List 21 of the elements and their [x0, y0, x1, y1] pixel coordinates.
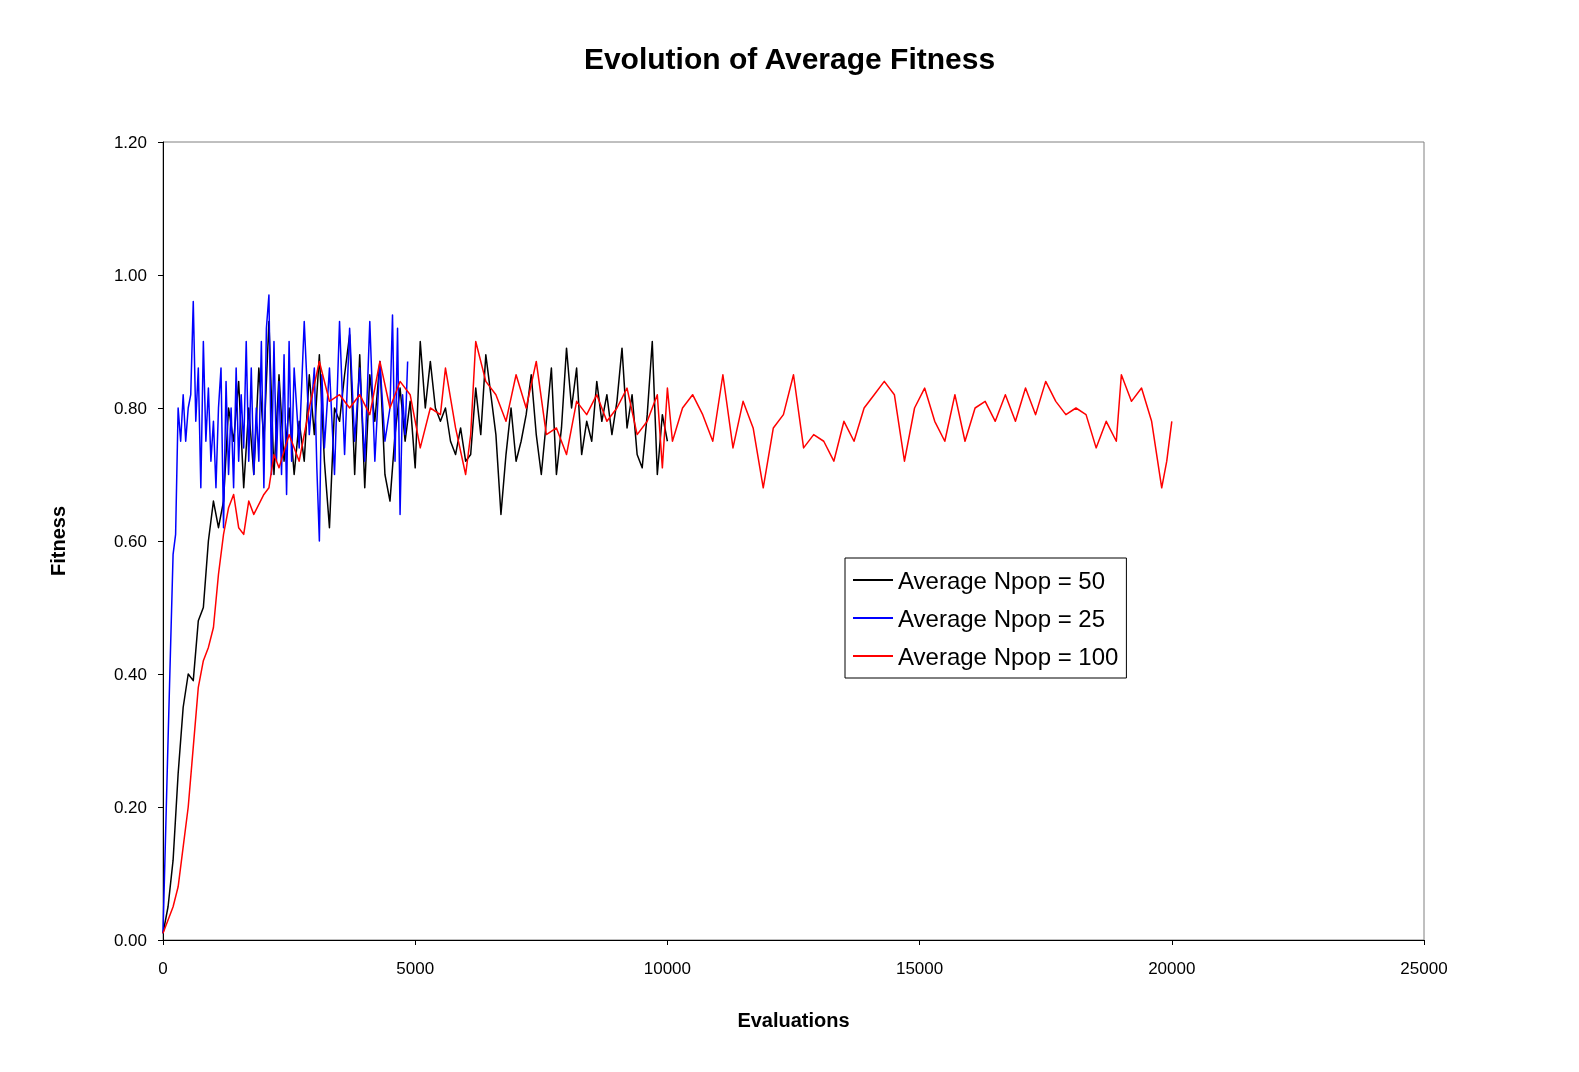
x-axis-title: Evaluations	[737, 1009, 850, 1031]
y-tick-label: 1.00	[113, 265, 147, 285]
x-tick-label: 5000	[396, 959, 435, 978]
legend-label: Average Npop = 50	[898, 566, 1106, 594]
line-series	[162, 340, 1173, 935]
x-tick-label: 15000	[895, 959, 944, 978]
y-tick-label: 0.00	[113, 930, 147, 950]
y-tick-label: 1.20	[113, 132, 147, 152]
legend-label: Average Npop = 25	[898, 604, 1106, 632]
x-tick-label: 10000	[643, 959, 692, 978]
y-tick-label: 0.20	[113, 797, 147, 817]
legend-label: Average Npop = 100	[898, 642, 1119, 670]
line-series	[162, 294, 409, 935]
y-axis-title: Fitness	[47, 505, 69, 577]
chart-title: Evolution of Average Fitness	[583, 41, 996, 75]
y-tick-label: 0.60	[113, 531, 147, 551]
x-tick-label: 25000	[1400, 959, 1448, 978]
y-tick-label: 0.40	[113, 664, 147, 684]
x-tick-label: 0	[158, 959, 168, 978]
x-tick-label: 20000	[1148, 959, 1196, 978]
y-tick-label: 0.80	[113, 398, 147, 418]
